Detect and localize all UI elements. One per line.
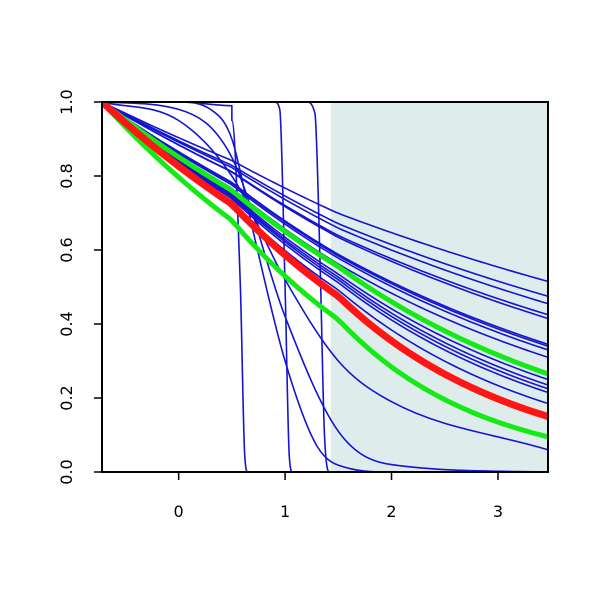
series-line-blue-18 bbox=[102, 102, 548, 472]
x-tick-label: 0 bbox=[174, 502, 184, 521]
x-tick-label: 2 bbox=[386, 502, 396, 521]
series-line-blue-6 bbox=[102, 102, 548, 347]
axis-layer: 0 1 2 3 0.0 0.2 0.4 0.6 0.8 1.0 bbox=[57, 89, 549, 521]
series-layer bbox=[102, 102, 548, 472]
series-line-blue-19 bbox=[102, 102, 548, 472]
series-line-red-20 bbox=[102, 102, 548, 420]
plot-frame bbox=[101, 101, 549, 473]
y-tick-label: 0.6 bbox=[57, 237, 76, 262]
y-tick-label: 0.0 bbox=[57, 459, 76, 484]
series-line-blue-0 bbox=[102, 102, 548, 283]
y-tick-label: 1.0 bbox=[57, 89, 76, 114]
y-tick-label: 0.8 bbox=[57, 163, 76, 188]
series-line-blue-2 bbox=[102, 102, 548, 305]
series-line-blue-1 bbox=[102, 102, 548, 298]
y-tick-label: 0.2 bbox=[57, 385, 76, 410]
series-line-blue-15 bbox=[102, 102, 548, 472]
y-tick-label: 0.4 bbox=[57, 311, 76, 336]
series-line-green-22 bbox=[102, 102, 548, 440]
series-line-blue-7 bbox=[102, 102, 548, 351]
series-line-blue-4 bbox=[102, 102, 548, 320]
x-tick-label: 1 bbox=[280, 502, 290, 521]
x-tick-label: 3 bbox=[493, 502, 503, 521]
series-line-green-21 bbox=[102, 102, 548, 377]
series-line-blue-11 bbox=[102, 102, 548, 390]
